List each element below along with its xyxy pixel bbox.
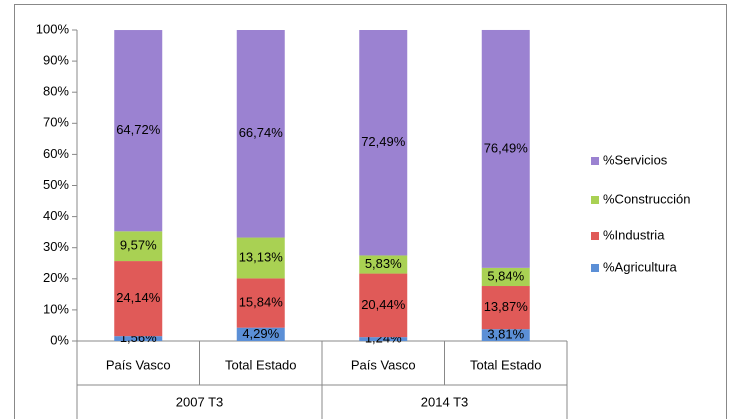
bar-segment	[114, 261, 163, 337]
legend-swatch	[591, 264, 599, 272]
data-label: 13,13%	[239, 249, 284, 264]
y-tick-label: 30%	[43, 239, 69, 254]
data-label: 9,57%	[120, 238, 157, 253]
data-label: 13,87%	[484, 299, 529, 314]
y-tick-label: 50%	[43, 177, 69, 192]
data-label: 64,72%	[116, 122, 161, 137]
bar-segment	[359, 273, 408, 338]
y-tick-label: 70%	[43, 115, 69, 130]
x-tick-label: País Vasco	[351, 357, 416, 372]
y-tick-label: 40%	[43, 208, 69, 223]
data-label: 5,84%	[487, 268, 524, 283]
bar-segment	[236, 30, 285, 238]
legend-label: %Industria	[603, 227, 665, 242]
data-label: 5,83%	[365, 256, 402, 271]
x-tick-label: Total Estado	[470, 357, 542, 372]
data-label: 24,14%	[116, 290, 161, 305]
bar-segment	[114, 336, 163, 341]
legend-swatch	[591, 157, 599, 165]
bar-segment	[481, 29, 530, 268]
y-tick-label: 10%	[43, 301, 69, 316]
y-tick-label: 90%	[43, 53, 69, 68]
data-label: 76,49%	[484, 140, 529, 155]
data-label: 72,49%	[361, 134, 406, 149]
group-label: 2007 T3	[176, 394, 223, 409]
legend-label: %Construcción	[603, 191, 690, 206]
y-tick-label: 20%	[43, 270, 69, 285]
data-label: 66,74%	[239, 125, 284, 140]
bar-segment	[481, 329, 530, 341]
data-label: 15,84%	[239, 294, 284, 309]
data-label: 4,29%	[242, 326, 279, 341]
x-tick-label: Total Estado	[225, 357, 297, 372]
legend-swatch	[591, 232, 599, 240]
y-tick-label: 80%	[43, 84, 69, 99]
bar-segment	[236, 327, 285, 341]
bar-segment	[481, 267, 530, 287]
bar-segment	[481, 286, 530, 330]
legend-swatch	[591, 196, 599, 204]
bar-segment	[359, 30, 408, 256]
legend-label: %Agricultura	[603, 259, 677, 274]
bar-segment	[114, 231, 163, 262]
bar-segment	[359, 337, 408, 341]
x-tick-label: País Vasco	[106, 357, 171, 372]
data-label: 20,44%	[361, 297, 406, 312]
data-label: 3,81%	[487, 327, 524, 342]
group-label: 2014 T3	[421, 394, 468, 409]
bar-segment	[114, 30, 163, 232]
bar-segment	[236, 237, 285, 279]
y-tick-label: 60%	[43, 146, 69, 161]
y-tick-label: 100%	[36, 21, 70, 36]
bar-segment	[236, 278, 285, 328]
bar-segment	[359, 255, 408, 274]
y-tick-label: 0%	[50, 332, 69, 347]
legend-label: %Servicios	[603, 152, 668, 167]
